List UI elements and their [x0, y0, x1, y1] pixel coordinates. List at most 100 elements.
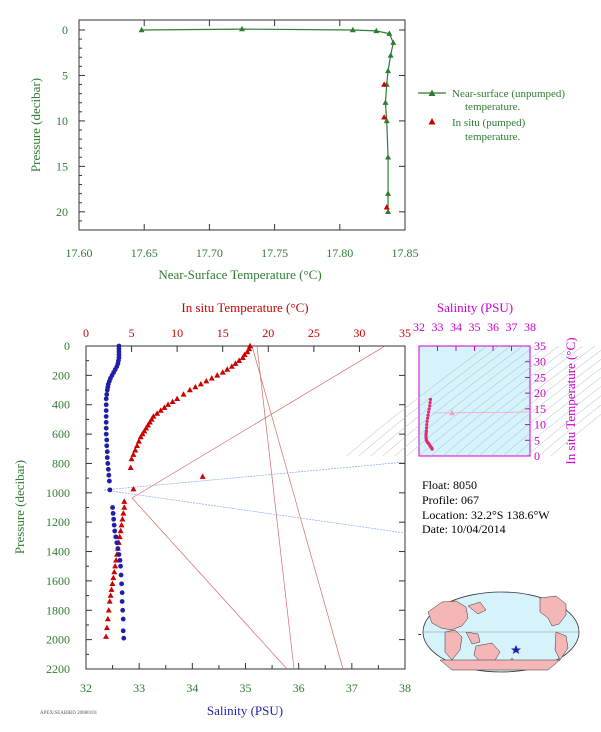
pressure-tick-label: 200 — [52, 368, 70, 382]
salinity-tick-label: 36 — [293, 681, 305, 695]
legend-entry-near-surface-2: temperature. — [465, 101, 521, 113]
ts-temperature-tick-label: 25 — [534, 370, 546, 384]
temperature-axis-label: In situ Temperature (°C) — [181, 300, 308, 315]
temperature-point — [174, 395, 181, 402]
density-contour — [430, 345, 572, 457]
temperature-point — [130, 451, 137, 457]
temperature-point — [197, 380, 204, 387]
temperature-point — [165, 401, 172, 407]
ts-salinity-tick-label: 34 — [450, 320, 462, 334]
temperature-tick-label: 25 — [308, 326, 320, 340]
temperature-point — [121, 498, 128, 504]
ts-point — [428, 397, 433, 402]
salinity-point — [104, 437, 110, 443]
salinity-point — [113, 534, 119, 540]
date: Date: 10/04/2014 — [422, 522, 506, 536]
salinity-point — [104, 392, 110, 397]
temperature-point — [232, 360, 239, 366]
temperature-point — [244, 348, 251, 355]
temperature-tick-label: 5 — [129, 326, 135, 340]
temperature-point — [199, 473, 206, 479]
top-y-tick-label: 0 — [62, 23, 68, 37]
salinity-point — [119, 599, 125, 604]
ts-temperature-tick-label: 20 — [534, 386, 546, 400]
temperature-point — [137, 433, 144, 440]
salinity-point — [104, 449, 110, 455]
salinity-point — [105, 466, 111, 472]
salinity-point — [107, 487, 113, 493]
near-surface-point — [386, 30, 393, 36]
top-y-tick-label: 10 — [56, 114, 68, 128]
density-contour — [502, 377, 601, 457]
salinity-point — [103, 414, 109, 419]
legend-entry-near-surface: Near-surface (unpumped) — [452, 88, 565, 100]
temperature-point — [192, 383, 199, 390]
salinity-point — [110, 505, 115, 510]
temperature-point — [135, 438, 142, 444]
legend-entry-in-situ-2: temperature. — [465, 131, 521, 143]
temperature-point — [103, 624, 110, 631]
temperature-point — [180, 391, 187, 397]
salinity-point — [119, 581, 125, 587]
top-x-tick-label: 17.80 — [326, 246, 353, 260]
pressure-profile-plot: 32 33 34 35 36 37 38 0 5 10 15 20 25 30 35 0 200 400 600… — [12, 300, 411, 718]
near-surface-point — [387, 52, 394, 58]
map-land — [427, 595, 569, 671]
legend-red-triangle-icon — [428, 118, 436, 125]
near-surface-temperature-plot: 17.60 17.65 17.70 17.75 17.80 17.85 05101520 … — [28, 19, 419, 282]
salinity-tick-label: 35 — [240, 681, 252, 695]
temperature-point — [239, 354, 246, 360]
salinity-axis-label: Salinity (PSU) — [207, 703, 283, 718]
temperature-point — [109, 580, 116, 587]
pressure-tick-label: 800 — [52, 456, 70, 470]
near-surface-point — [373, 27, 380, 34]
near-surface-point — [239, 25, 245, 32]
pressure-tick-label: 2000 — [46, 633, 70, 647]
density-contour — [550, 414, 601, 457]
temperature-point — [116, 533, 123, 540]
salinity-point — [121, 635, 127, 641]
top-plot-legend: Near-surface (unpumped) temperature. In … — [418, 88, 565, 143]
salinity-tick-label: 32 — [80, 681, 92, 695]
salinity-point — [118, 572, 124, 578]
ts-salinity-tick-label: 36 — [487, 320, 499, 334]
temperature-point — [118, 521, 125, 528]
ts-point — [425, 416, 430, 420]
temperature-tick-label: 20 — [262, 326, 274, 340]
temperature-point — [128, 455, 135, 462]
salinity-point — [111, 522, 117, 528]
ts-point — [428, 404, 432, 408]
ts-point — [427, 410, 431, 414]
svg-text:-: - — [418, 629, 421, 640]
density-contour — [466, 350, 601, 457]
top-x-tick-label: 17.60 — [66, 246, 93, 260]
ts-temperature-tick-label: 35 — [534, 339, 546, 353]
temperature-tick-label: 0 — [83, 326, 89, 340]
float-position-star-icon — [511, 645, 521, 654]
top-x-tick-label: 17.65 — [131, 246, 158, 260]
temperature-point — [214, 372, 221, 378]
salinity-point — [103, 408, 109, 413]
salinity-point — [103, 402, 109, 408]
temperature-point — [121, 504, 128, 510]
salinity-point — [106, 472, 112, 478]
temperature-point — [117, 527, 124, 534]
density-contour — [382, 345, 524, 457]
pressure-tick-label: 1800 — [46, 603, 70, 617]
near-surface-point — [383, 117, 390, 124]
temperature-point — [119, 516, 126, 522]
in-situ-point — [381, 114, 388, 120]
salinity-point — [103, 425, 109, 431]
temperature-point — [203, 378, 210, 384]
temperature-point — [157, 407, 164, 413]
pressure-tick-label: 400 — [52, 398, 70, 412]
ts-temperature-tick-label: 15 — [534, 402, 546, 416]
ts-point — [427, 407, 431, 411]
ts-point — [426, 413, 430, 417]
near-surface-point — [385, 190, 392, 196]
salinity-tick-label: 34 — [186, 681, 198, 695]
ts-salinity-tick-label: 35 — [469, 320, 481, 334]
pressure-tick-label: 2200 — [46, 662, 70, 676]
temperature-point — [169, 398, 176, 404]
top-x-axis-label: Near-Surface Temperature (°C) — [158, 267, 321, 282]
